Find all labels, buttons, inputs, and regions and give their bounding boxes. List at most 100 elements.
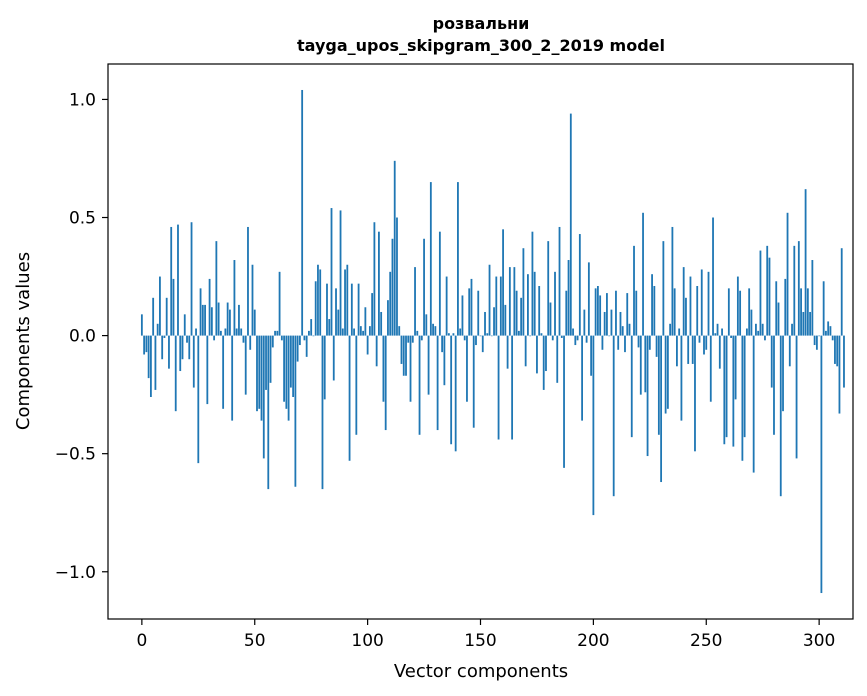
bar-component-48 [249,335,252,350]
bar-component-85 [332,335,335,381]
bar-component-247 [698,335,701,343]
bar-component-248 [700,269,703,336]
bar-component-285 [784,278,787,336]
y-tick-label: 0.5 [69,209,96,229]
bar-component-176 [538,286,541,336]
bar-component-298 [813,335,816,346]
bar-component-46 [244,335,247,395]
bar-component-195 [581,335,583,421]
bar-component-121 [414,267,416,336]
bar-component-20 [186,335,188,343]
bar-component-83 [328,319,331,336]
bar-component-141 [459,328,462,336]
bar-component-244 [691,335,694,364]
bar-component-39 [229,309,231,336]
x-tick-label: 0 [136,631,147,651]
bar-component-2 [145,335,148,353]
bar-component-54 [262,335,265,459]
bar-component-154 [488,264,491,336]
bar-component-95 [355,335,358,435]
bar-component-271 [752,335,755,473]
bar-component-1 [143,335,146,355]
bar-component-294 [804,189,807,336]
bar-component-19 [183,314,186,336]
bar-component-94 [353,328,355,336]
bar-component-182 [551,335,554,341]
bar-component-161 [504,304,507,336]
bar-component-210 [615,290,617,336]
bar-component-223 [644,335,647,393]
bar-component-89 [341,328,344,336]
bar-component-37 [224,328,227,336]
bar-component-72 [303,335,306,341]
bar-component-227 [653,286,656,336]
x-tick-label: 150 [464,631,496,651]
bar-component-71 [301,89,304,336]
bar-component-102 [371,293,374,336]
bar-component-34 [217,302,220,336]
bar-component-64 [285,335,288,409]
chart-title: розвальни [433,14,530,33]
y-tick-label: −0.5 [55,445,96,465]
bar-component-86 [335,288,337,336]
bar-component-238 [678,328,681,336]
bar-component-160 [502,229,504,336]
bar-component-276 [764,335,766,341]
bar-component-199 [590,335,593,376]
bar-component-168 [520,297,523,336]
bar-component-166 [515,290,518,336]
bar-component-196 [583,309,586,336]
bar-component-162 [506,335,509,369]
bar-component-237 [676,335,678,367]
bar-component-91 [346,264,349,336]
bar-component-79 [319,269,322,336]
bar-component-139 [454,335,457,452]
bar-component-152 [484,311,486,336]
bar-component-61 [278,271,281,336]
bar-component-66 [289,335,292,388]
bar-component-18 [181,335,184,360]
bar-component-277 [766,245,769,336]
bar-component-184 [556,335,559,383]
bar-component-33 [215,241,218,336]
bar-component-129 [432,323,434,336]
bar-component-236 [673,288,676,336]
bar-component-222 [642,212,644,336]
bar-component-25 [197,335,200,464]
bar-component-192 [574,335,577,346]
bar-component-113 [396,217,398,336]
bar-component-305 [829,326,832,336]
bar-component-232 [664,335,667,414]
bar-component-15 [174,335,177,412]
bar-component-272 [755,323,757,336]
bar-component-132 [438,231,441,336]
bar-component-194 [578,234,581,336]
bar-component-69 [296,335,299,362]
bar-component-101 [368,326,371,336]
x-tick-label: 100 [351,631,383,651]
bar-component-262 [732,335,735,447]
bar-component-240 [682,267,685,336]
bar-component-16 [177,224,179,336]
bar-component-125 [423,238,425,336]
bar-component-164 [511,335,514,440]
bar-component-211 [617,335,620,350]
bar-component-311 [843,335,845,388]
bar-component-53 [260,335,263,421]
bar-component-288 [791,323,793,336]
bar-component-167 [517,330,520,336]
bar-component-36 [222,335,225,409]
bar-component-84 [330,208,333,336]
bar-component-295 [806,288,809,336]
bar-component-98 [362,330,365,336]
bar-component-31 [210,307,213,336]
bar-component-60 [276,330,279,336]
bar-component-202 [596,286,599,336]
bar-component-287 [788,335,791,367]
bar-component-145 [468,288,471,336]
bar-component-263 [734,335,737,400]
bar-component-11 [165,297,168,336]
bar-component-120 [411,335,414,343]
plot-area-frame [107,63,854,620]
bar-component-307 [834,335,836,364]
